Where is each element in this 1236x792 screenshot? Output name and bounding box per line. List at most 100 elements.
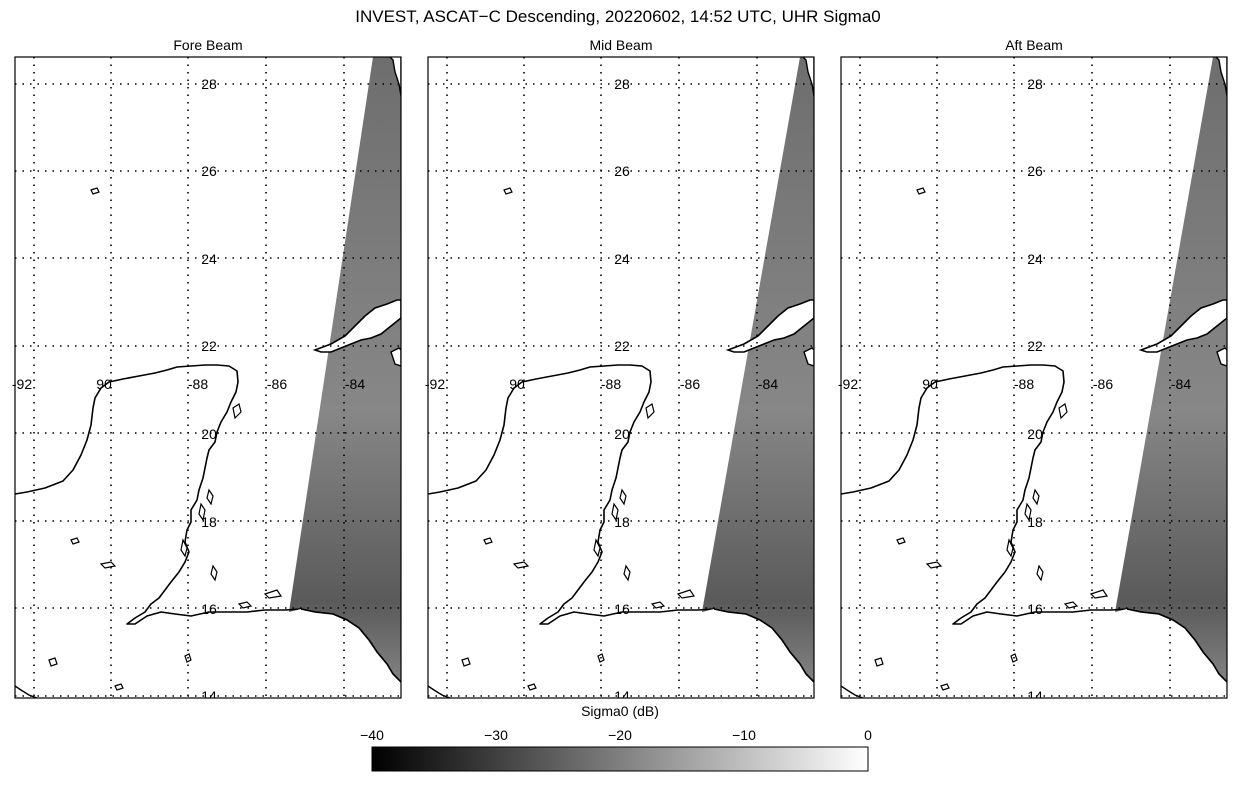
honduras-land xyxy=(1115,609,1227,698)
longitude-label: 90 xyxy=(922,376,938,392)
latitude-label: 28 xyxy=(1027,76,1043,92)
colorbar-tick-label: −30 xyxy=(484,727,508,743)
island-outline xyxy=(483,537,493,545)
pacific-coastline xyxy=(15,685,38,698)
map-panel-1: Fore Beam 28 26 24 22 20 18 16 14 90 -88 -86 -84 -92 xyxy=(12,37,402,704)
latitude-label: 22 xyxy=(1027,338,1043,354)
latitude-label: 16 xyxy=(1027,601,1043,617)
island-outline xyxy=(503,187,513,195)
island-outline xyxy=(198,502,206,522)
latitude-label: 14 xyxy=(201,688,217,704)
island-outline xyxy=(48,657,58,667)
island-outline xyxy=(99,561,117,569)
honduras-coastline xyxy=(713,608,814,683)
latitude-label: 24 xyxy=(1027,251,1043,267)
panel-title: Mid Beam xyxy=(589,37,652,53)
island-outline xyxy=(512,561,530,569)
yucatan-coastline xyxy=(841,364,1227,683)
latitude-label: 22 xyxy=(201,338,217,354)
island-outline xyxy=(70,537,80,545)
island-outline xyxy=(940,683,950,691)
honduras-coastline xyxy=(1126,608,1227,683)
island-outline xyxy=(916,187,926,195)
latitude-label: 20 xyxy=(201,426,217,442)
latitude-label: 20 xyxy=(1027,426,1043,442)
scatterometer-swath xyxy=(702,57,814,698)
island-outline xyxy=(1063,601,1079,609)
latitude-label: 18 xyxy=(1027,514,1043,530)
latitude-label: 24 xyxy=(201,251,217,267)
latitude-label: 26 xyxy=(201,163,217,179)
island-outline xyxy=(645,403,655,420)
longitude-label: -92 xyxy=(12,376,32,392)
longitude-label: -88 xyxy=(1014,376,1034,392)
latitude-label: 26 xyxy=(614,163,630,179)
scatterometer-swath xyxy=(289,57,401,698)
figure-title: INVEST, ASCAT−C Descending, 20220602, 14… xyxy=(355,7,881,26)
island-outline xyxy=(263,589,283,599)
panel-frame xyxy=(840,56,1228,699)
latitude-label: 22 xyxy=(614,338,630,354)
honduras-coastline xyxy=(300,608,401,683)
island-outline xyxy=(180,538,188,558)
scatterometer-swath xyxy=(1115,57,1227,698)
latitude-label: 26 xyxy=(1027,163,1043,179)
colorbar xyxy=(371,746,869,772)
longitude-label: -92 xyxy=(838,376,858,392)
panel-frame xyxy=(14,56,402,699)
longitude-label: -86 xyxy=(1093,376,1113,392)
latitude-label: 16 xyxy=(614,601,630,617)
longitude-label: -88 xyxy=(188,376,208,392)
island-outline xyxy=(676,589,696,599)
yucatan-coastline xyxy=(428,364,814,683)
cuba-coastline xyxy=(312,299,401,353)
longitude-label: -88 xyxy=(601,376,621,392)
latitude-label: 14 xyxy=(614,688,630,704)
island-outline xyxy=(1032,488,1040,506)
longitude-label: -86 xyxy=(680,376,700,392)
island-outline xyxy=(114,683,124,691)
island-outline xyxy=(925,561,943,569)
colorbar-ticks: −40 −30 −20 −10 0 xyxy=(360,727,872,743)
island-outline xyxy=(593,538,601,558)
longitude-label: -92 xyxy=(425,376,445,392)
island-outline xyxy=(461,657,471,667)
pacific-coastline xyxy=(428,685,451,698)
colorbar-tick-label: −40 xyxy=(360,727,384,743)
longitude-label: 90 xyxy=(509,376,525,392)
island-outline xyxy=(611,502,619,522)
island-outline xyxy=(232,403,242,420)
latitude-label: 18 xyxy=(201,514,217,530)
island-outline xyxy=(619,488,627,506)
isle-of-youth-coastline xyxy=(1216,347,1227,367)
colorbar-label: Sigma0 (dB) xyxy=(581,703,659,719)
latitude-label: 16 xyxy=(201,601,217,617)
latitude-label: 20 xyxy=(614,426,630,442)
island-outline xyxy=(527,683,537,691)
island-outline xyxy=(90,187,100,195)
honduras-land xyxy=(702,609,814,698)
map-panel-3: Aft Beam 28 26 24 22 20 18 16 14 90 -88 -86 -84 -92 xyxy=(838,37,1228,704)
longitude-label: -84 xyxy=(345,376,365,392)
cuba-coastline xyxy=(725,299,814,353)
map-panel-2: Mid Beam 28 26 24 22 20 18 16 14 90 -88 -86 -84 -92 xyxy=(425,37,815,704)
island-outline xyxy=(896,537,906,545)
island-outline xyxy=(1006,538,1014,558)
latitude-label: 14 xyxy=(1027,688,1043,704)
island-outline xyxy=(874,657,884,667)
isle-of-youth-coastline xyxy=(390,347,401,367)
island-outline xyxy=(650,601,666,609)
colorbar-tick-label: 0 xyxy=(864,727,872,743)
longitude-label: -86 xyxy=(267,376,287,392)
island-outline xyxy=(237,601,253,609)
latitude-label: 24 xyxy=(614,251,630,267)
colorbar-tick-label: −20 xyxy=(608,727,632,743)
latitude-label: 28 xyxy=(614,76,630,92)
island-outline xyxy=(1089,589,1109,599)
island-outline xyxy=(210,564,218,582)
latitude-label: 18 xyxy=(614,514,630,530)
longitude-label: -84 xyxy=(758,376,778,392)
panel-title: Fore Beam xyxy=(173,37,242,53)
island-outline xyxy=(1024,502,1032,522)
